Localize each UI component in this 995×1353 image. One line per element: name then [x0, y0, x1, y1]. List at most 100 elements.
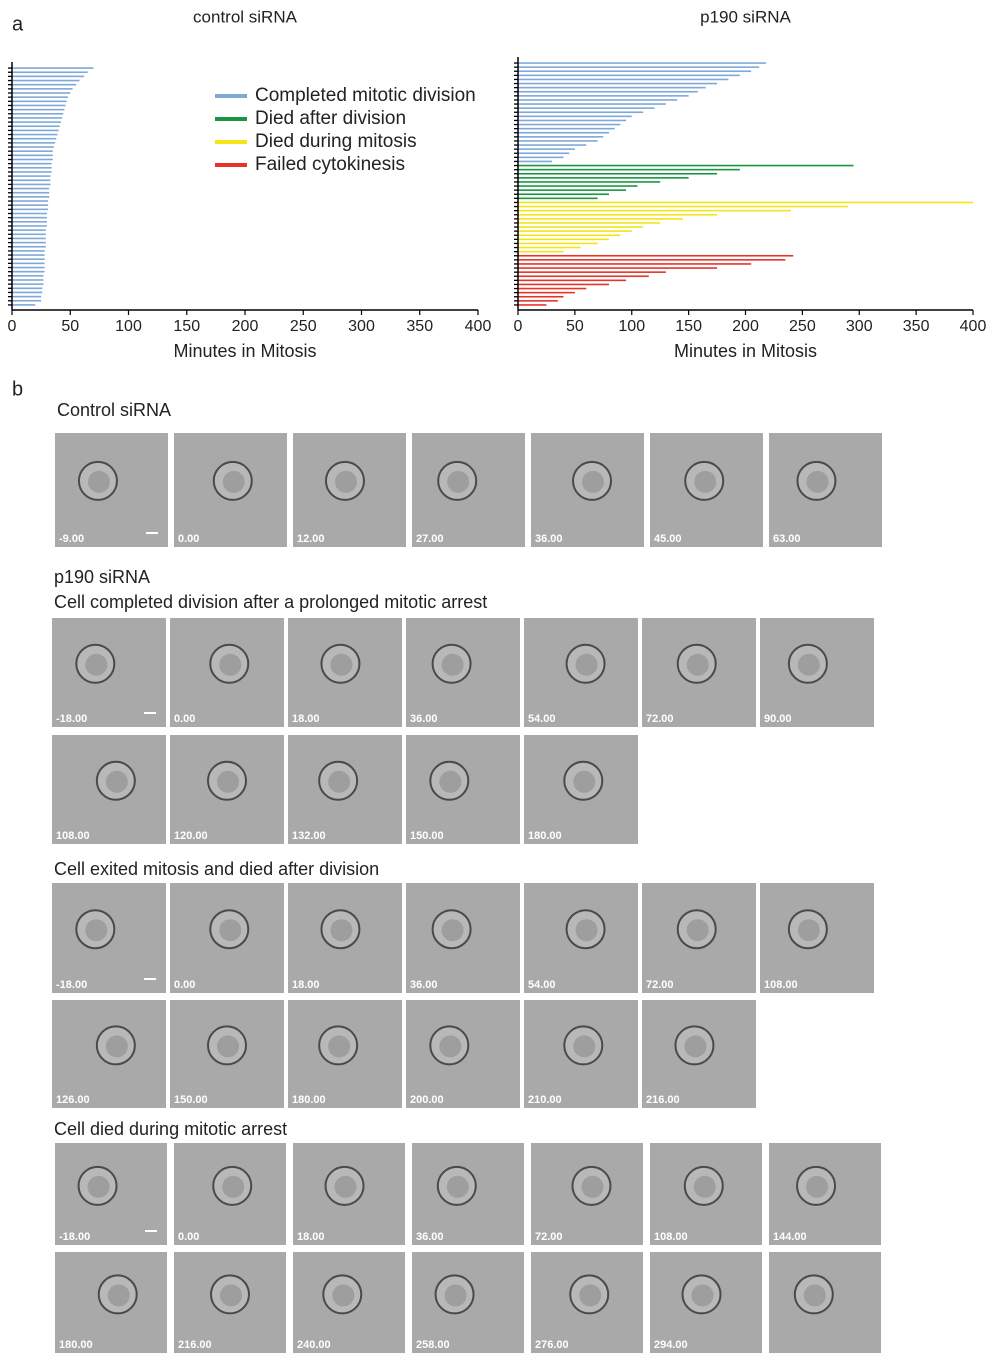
- bar: [518, 275, 649, 277]
- time-label: 108.00: [56, 830, 90, 842]
- cell-nucleus: [798, 654, 820, 676]
- legend-swatch: [215, 140, 247, 144]
- cell-nucleus: [576, 919, 598, 941]
- cell-nucleus: [806, 1176, 828, 1198]
- bar: [518, 120, 626, 122]
- bar: [518, 280, 626, 282]
- bar: [12, 101, 67, 103]
- bar: [12, 171, 52, 173]
- bar: [518, 161, 552, 163]
- bar: [518, 247, 581, 249]
- chart-title: control siRNA: [193, 7, 298, 26]
- time-label: 150.00: [410, 830, 444, 842]
- cell-nucleus: [106, 771, 128, 793]
- bar: [518, 157, 564, 159]
- bar: [518, 234, 620, 236]
- x-axis-label: Minutes in Mitosis: [674, 341, 817, 361]
- time-label: -18.00: [56, 979, 87, 991]
- cell-nucleus: [85, 919, 107, 941]
- cell-nucleus: [108, 1284, 130, 1306]
- bar: [12, 217, 47, 219]
- time-label: 150.00: [174, 1094, 208, 1106]
- cell-nucleus: [88, 471, 110, 493]
- cell-nucleus: [332, 1284, 354, 1306]
- time-label: 72.00: [646, 979, 674, 991]
- bar: [518, 218, 683, 220]
- bar: [12, 263, 45, 265]
- x-tick-label: 250: [789, 318, 816, 335]
- time-label: -18.00: [56, 713, 87, 725]
- bar: [12, 155, 53, 157]
- time-label: -9.00: [59, 533, 84, 545]
- cell-nucleus: [85, 654, 107, 676]
- bar: [12, 250, 45, 252]
- section-subtitle: Cell completed division after a prolonge…: [54, 592, 487, 612]
- time-label: 108.00: [654, 1231, 688, 1243]
- time-label: 216.00: [646, 1094, 680, 1106]
- bar: [12, 76, 84, 78]
- panel-label: b: [12, 378, 23, 400]
- bar: [518, 124, 620, 126]
- time-label: 90.00: [764, 713, 792, 725]
- bar: [518, 259, 785, 261]
- x-tick-label: 100: [115, 318, 142, 335]
- cell-nucleus: [330, 919, 352, 941]
- legend-swatch: [215, 117, 247, 121]
- x-tick-label: 150: [675, 318, 702, 335]
- bar: [518, 169, 740, 171]
- bar: [518, 107, 655, 109]
- bar: [518, 214, 717, 216]
- bar: [12, 113, 63, 115]
- bar: [12, 84, 76, 86]
- cell-nucleus: [106, 1035, 128, 1057]
- x-tick-label: 50: [61, 318, 79, 335]
- legend-label: Died during mitosis: [255, 131, 417, 152]
- cell-nucleus: [330, 654, 352, 676]
- cell-nucleus: [439, 771, 461, 793]
- cell-nucleus: [576, 654, 598, 676]
- bar: [12, 105, 66, 107]
- cell-nucleus: [220, 1284, 242, 1306]
- x-tick-label: 50: [566, 318, 584, 335]
- cell-nucleus: [804, 1284, 826, 1306]
- cell-nucleus: [335, 471, 357, 493]
- bar: [12, 109, 64, 111]
- bar: [518, 206, 848, 208]
- cell-nucleus: [223, 471, 245, 493]
- time-label: -18.00: [59, 1231, 90, 1243]
- legend-label: Failed cytokinesis: [255, 154, 405, 175]
- bar: [518, 62, 766, 64]
- cell-nucleus: [439, 1035, 461, 1057]
- time-label: 180.00: [528, 830, 562, 842]
- bar: [12, 204, 48, 206]
- bar: [12, 258, 45, 260]
- x-tick-label: 200: [732, 318, 759, 335]
- bar: [12, 138, 56, 140]
- bar: [12, 288, 42, 290]
- x-tick-label: 200: [232, 318, 259, 335]
- bar: [518, 263, 751, 265]
- cell-nucleus: [687, 654, 709, 676]
- bar: [518, 140, 598, 142]
- bar: [12, 125, 60, 127]
- cell-nucleus: [806, 471, 828, 493]
- bar: [518, 271, 666, 273]
- cell-nucleus: [335, 1176, 357, 1198]
- bar: [12, 221, 47, 223]
- time-label: 276.00: [535, 1339, 569, 1351]
- bar: [12, 163, 52, 165]
- chart-title: p190 siRNA: [700, 7, 791, 26]
- bar: [12, 175, 50, 177]
- bar: [12, 121, 61, 123]
- bar: [12, 209, 48, 211]
- bar: [518, 148, 575, 150]
- cell-nucleus: [581, 1176, 603, 1198]
- bar: [12, 296, 41, 298]
- bar: [518, 87, 706, 89]
- bar: [518, 226, 643, 228]
- bar: [518, 95, 689, 97]
- bar: [518, 251, 564, 253]
- bar: [12, 213, 47, 215]
- time-label: 18.00: [297, 1231, 325, 1243]
- bar: [518, 198, 598, 200]
